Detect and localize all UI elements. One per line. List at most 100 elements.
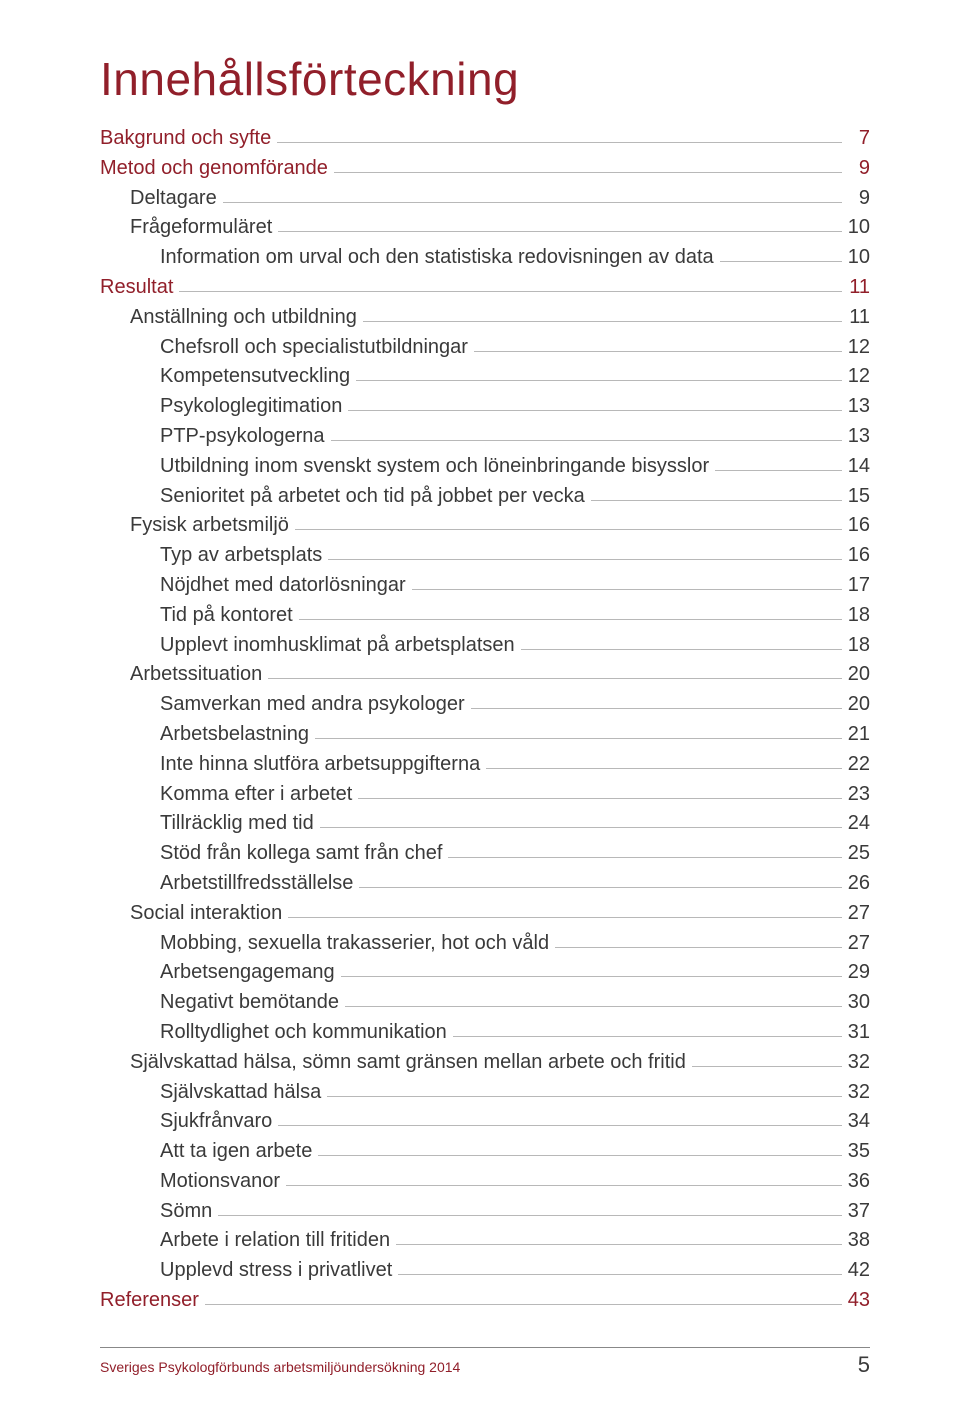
toc-label: Sjukfrånvaro bbox=[160, 1107, 272, 1135]
toc-row: Tillräcklig med tid 24 bbox=[100, 809, 870, 837]
toc-page: 29 bbox=[846, 958, 870, 986]
toc-row: Komma efter i arbetet23 bbox=[100, 780, 870, 808]
toc-label: Arbetsbelastning bbox=[160, 720, 309, 748]
footer-text: Sveriges Psykologförbunds arbetsmiljöund… bbox=[100, 1359, 460, 1375]
toc-leader bbox=[359, 887, 842, 888]
toc-label: Bakgrund och syfte bbox=[100, 124, 271, 152]
toc-row: Inte hinna slutföra arbetsuppgifterna22 bbox=[100, 750, 870, 778]
toc-leader bbox=[179, 291, 842, 292]
toc-label: Senioritet på arbetet och tid på jobbet … bbox=[160, 482, 585, 510]
toc-leader bbox=[268, 678, 842, 679]
toc-row: Arbete i relation till fritiden 38 bbox=[100, 1226, 870, 1254]
toc-label: Arbetsengagemang bbox=[160, 958, 335, 986]
toc-page: 9 bbox=[846, 154, 870, 182]
toc-row: Utbildning inom svenskt system och lönei… bbox=[100, 452, 870, 480]
toc-row: Självskattad hälsa, sömn samt gränsen me… bbox=[100, 1048, 870, 1076]
toc-page: 12 bbox=[846, 333, 870, 361]
toc-label: Mobbing, sexuella trakasserier, hot och … bbox=[160, 929, 549, 957]
toc-page: 27 bbox=[846, 929, 870, 957]
toc-leader bbox=[358, 798, 842, 799]
toc-label: Social interaktion bbox=[130, 899, 282, 927]
toc-label: Självskattad hälsa bbox=[160, 1078, 321, 1106]
toc-page: 27 bbox=[846, 899, 870, 927]
toc-row: Mobbing, sexuella trakasserier, hot och … bbox=[100, 929, 870, 957]
toc-row: Självskattad hälsa 32 bbox=[100, 1078, 870, 1106]
toc-page: 30 bbox=[846, 988, 870, 1016]
toc-row: Metod och genomförande 9 bbox=[100, 154, 870, 182]
toc-label: Tillräcklig med tid bbox=[160, 809, 314, 837]
toc-page: 43 bbox=[846, 1286, 870, 1314]
toc-row: Rolltydlighet och kommunikation31 bbox=[100, 1018, 870, 1046]
toc-page: 36 bbox=[846, 1167, 870, 1195]
toc-row: PTP-psykologerna13 bbox=[100, 422, 870, 450]
footer-rule bbox=[100, 1347, 870, 1348]
toc-label: Psykologlegitimation bbox=[160, 392, 342, 420]
toc-page: 26 bbox=[846, 869, 870, 897]
toc-page: 32 bbox=[846, 1078, 870, 1106]
toc-page: 20 bbox=[846, 660, 870, 688]
toc-page: 25 bbox=[846, 839, 870, 867]
toc-label: Utbildning inom svenskt system och lönei… bbox=[160, 452, 709, 480]
toc-leader bbox=[205, 1304, 842, 1305]
toc-page: 23 bbox=[846, 780, 870, 808]
toc-page: 24 bbox=[846, 809, 870, 837]
toc-label: Upplevd stress i privatlivet bbox=[160, 1256, 392, 1284]
toc-label: Motionsvanor bbox=[160, 1167, 280, 1195]
toc-leader bbox=[720, 261, 842, 262]
toc-label: Negativt bemötande bbox=[160, 988, 339, 1016]
toc-row: Sjukfrånvaro34 bbox=[100, 1107, 870, 1135]
toc-row: Sömn37 bbox=[100, 1197, 870, 1225]
toc-page: 38 bbox=[846, 1226, 870, 1254]
toc-leader bbox=[288, 917, 842, 918]
toc-row: Stöd från kollega samt från chef25 bbox=[100, 839, 870, 867]
toc-leader bbox=[692, 1066, 842, 1067]
toc-label: Upplevt inomhusklimat på arbetsplatsen bbox=[160, 631, 515, 659]
toc-row: Typ av arbetsplats16 bbox=[100, 541, 870, 569]
toc-leader bbox=[356, 380, 842, 381]
toc-row: Motionsvanor 36 bbox=[100, 1167, 870, 1195]
toc-leader bbox=[218, 1215, 842, 1216]
toc-label: Samverkan med andra psykologer bbox=[160, 690, 465, 718]
toc-label: Att ta igen arbete bbox=[160, 1137, 312, 1165]
toc-leader bbox=[223, 202, 842, 203]
toc-leader bbox=[591, 500, 842, 501]
toc-row: Fysisk arbetsmiljö16 bbox=[100, 511, 870, 539]
toc-page: 17 bbox=[846, 571, 870, 599]
toc-leader bbox=[521, 649, 842, 650]
toc-row: Information om urval och den statistiska… bbox=[100, 243, 870, 271]
toc-leader bbox=[315, 738, 842, 739]
toc-page: 18 bbox=[846, 631, 870, 659]
page: Innehållsförteckning Bakgrund och syfte7… bbox=[0, 0, 960, 1412]
toc-page: 11 bbox=[846, 273, 870, 301]
toc-row: Referenser43 bbox=[100, 1286, 870, 1314]
toc-label: Självskattad hälsa, sömn samt gränsen me… bbox=[130, 1048, 686, 1076]
toc-leader bbox=[328, 559, 842, 560]
toc-row: Frågeformuläret10 bbox=[100, 213, 870, 241]
toc-leader bbox=[396, 1244, 842, 1245]
toc-row: Anställning och utbildning11 bbox=[100, 303, 870, 331]
toc-row: Resultat11 bbox=[100, 273, 870, 301]
toc-leader bbox=[474, 351, 842, 352]
toc-label: Chefsroll och specialistutbildningar bbox=[160, 333, 468, 361]
toc-page: 10 bbox=[846, 243, 870, 271]
toc-page: 14 bbox=[846, 452, 870, 480]
toc-row: Tid på kontoret18 bbox=[100, 601, 870, 629]
toc-leader bbox=[334, 172, 842, 173]
toc-row: Arbetstillfredsställelse26 bbox=[100, 869, 870, 897]
toc-leader bbox=[327, 1096, 842, 1097]
toc-leader bbox=[277, 142, 842, 143]
toc-label: Arbete i relation till fritiden bbox=[160, 1226, 390, 1254]
toc-leader bbox=[299, 619, 842, 620]
toc-label: PTP-psykologerna bbox=[160, 422, 325, 450]
toc-row: Deltagare9 bbox=[100, 184, 870, 212]
footer: Sveriges Psykologförbunds arbetsmiljöund… bbox=[100, 1352, 870, 1378]
toc-label: Typ av arbetsplats bbox=[160, 541, 322, 569]
toc-label: Metod och genomförande bbox=[100, 154, 328, 182]
toc-leader bbox=[363, 321, 842, 322]
toc-leader bbox=[331, 440, 842, 441]
toc-label: Nöjdhet med datorlösningar bbox=[160, 571, 406, 599]
toc-row: Kompetensutveckling12 bbox=[100, 362, 870, 390]
toc-page: 9 bbox=[846, 184, 870, 212]
toc-leader bbox=[286, 1185, 842, 1186]
toc-page: 10 bbox=[846, 213, 870, 241]
